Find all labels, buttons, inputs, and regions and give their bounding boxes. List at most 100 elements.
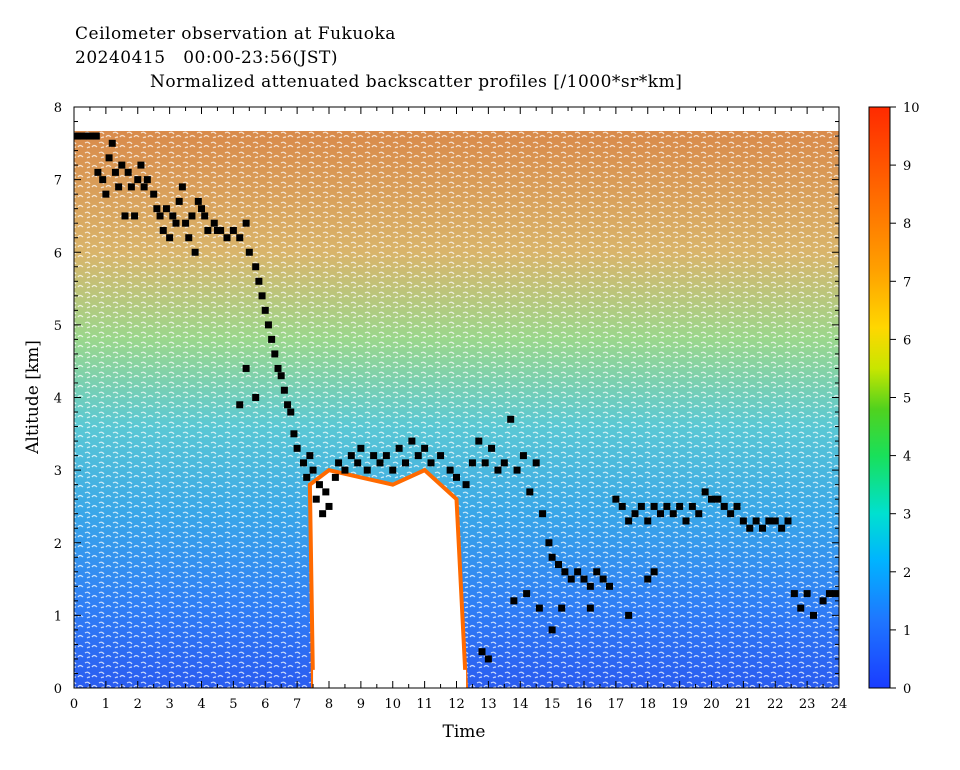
cloud-base-marker — [111, 168, 119, 176]
cloud-base-marker — [437, 452, 445, 460]
cloud-base-marker — [832, 590, 840, 598]
cloud-base-marker — [274, 364, 282, 372]
cloud-base-marker — [650, 502, 658, 510]
x-tick-label: 13 — [480, 697, 497, 712]
colorbar-tick-label: 2 — [903, 566, 911, 581]
cloud-base-marker — [625, 611, 633, 619]
x-tick-label: 10 — [384, 697, 401, 712]
cloud-base-marker — [427, 459, 435, 467]
cloud-base-marker — [137, 161, 145, 169]
cloud-base-marker — [194, 197, 202, 205]
cloud-base-marker — [545, 539, 553, 547]
cloud-base-marker — [612, 495, 620, 503]
cloud-base-marker — [714, 495, 722, 503]
cloud-base-marker — [510, 597, 518, 605]
y-tick-label: 5 — [54, 319, 62, 334]
cloud-base-marker — [284, 401, 292, 409]
cloud-base-marker — [682, 517, 690, 525]
cloud-base-marker — [395, 444, 403, 452]
cloud-base-marker — [217, 226, 225, 234]
x-tick-label: 23 — [799, 697, 816, 712]
x-tick-label: 11 — [416, 697, 433, 712]
cloud-base-marker — [453, 473, 460, 481]
cloud-base-marker — [586, 582, 594, 590]
cloud-base-marker — [134, 176, 142, 184]
cloud-base-marker — [663, 502, 671, 510]
cloud-base-marker — [771, 517, 779, 525]
cloud-base-marker — [252, 394, 260, 401]
cloud-base-marker — [322, 488, 330, 496]
cloud-base-marker — [484, 655, 492, 663]
cloud-base-marker — [80, 132, 88, 140]
chart-title-station: Ceilometer observation at Fukuoka — [75, 24, 396, 44]
cloud-base-marker — [287, 408, 295, 416]
cloud-base-marker — [255, 277, 263, 285]
axes: 0 1 2 3 4 5 6 7 8 9 10 11 12 13 14 15 16 17 18 19 20 21 22 23 24… — [54, 101, 848, 712]
cloud-base-marker — [124, 168, 132, 176]
cloud-base-marker — [261, 306, 269, 314]
cloud-base-marker — [198, 205, 205, 213]
cloud-base-marker — [86, 132, 94, 140]
cloud-base-marker — [290, 430, 298, 438]
x-tick-label: 22 — [767, 697, 784, 712]
cloud-base-marker — [242, 219, 250, 227]
cloud-base-marker — [271, 350, 279, 358]
y-tick-label: 7 — [54, 174, 62, 189]
cloud-base-marker — [701, 488, 709, 496]
cloud-base-marker — [784, 517, 792, 525]
cloud-base-marker — [166, 234, 174, 242]
x-tick-label: 16 — [576, 697, 593, 712]
x-tick-label: 0 — [70, 697, 78, 712]
cloud-base-marker — [637, 502, 645, 510]
cloud-base-marker — [335, 459, 343, 467]
cloud-base-marker — [153, 205, 161, 213]
cloud-base-marker — [94, 168, 102, 176]
cloud-base-marker — [513, 466, 521, 474]
cloud-base-marker — [606, 582, 613, 590]
cloud-base-marker — [548, 553, 556, 561]
cloud-base-marker — [746, 524, 754, 532]
cloud-base-marker — [131, 212, 139, 220]
cloud-base-marker — [150, 190, 158, 198]
cloud-base-marker — [169, 212, 177, 220]
cloud-base-marker — [236, 234, 244, 242]
cloud-base-marker — [657, 510, 664, 518]
y-tick-label: 8 — [54, 101, 62, 116]
cloud-base-marker — [354, 459, 362, 467]
cloud-base-marker — [481, 459, 489, 467]
backscatter-heatmap — [74, 107, 839, 688]
cloud-base-marker — [446, 466, 454, 474]
colorbar-tick-label: 5 — [903, 392, 911, 407]
colorbar-tick-label: 6 — [903, 333, 911, 348]
cloud-base-marker — [539, 510, 547, 518]
cloud-base-marker — [475, 437, 483, 445]
cloud-base-marker — [229, 226, 237, 234]
cloud-base-marker — [175, 197, 183, 205]
y-tick-label: 3 — [54, 464, 62, 479]
cloud-base-marker — [555, 561, 562, 569]
cloud-base-marker — [695, 510, 703, 518]
cloud-base-marker — [526, 488, 534, 496]
cloud-base-marker — [108, 139, 116, 147]
cloud-base-marker — [376, 459, 384, 467]
cloud-base-marker — [102, 190, 110, 198]
cloud-base-marker — [532, 459, 540, 467]
chart-title-quantity: Normalized attenuated backscatter profil… — [150, 72, 683, 92]
cloud-base-marker — [618, 502, 626, 510]
y-tick-label: 2 — [54, 537, 62, 552]
cloud-base-markers — [73, 132, 840, 663]
cloud-base-marker — [468, 459, 476, 467]
colorbar — [868, 106, 891, 689]
x-tick-label: 9 — [357, 697, 365, 712]
cloud-base-marker — [825, 590, 833, 598]
cloud-base-marker — [325, 502, 333, 510]
cloud-base-marker — [156, 212, 164, 220]
cloud-base-marker — [414, 452, 422, 460]
cloud-base-marker — [331, 473, 339, 481]
cloud-base-marker — [567, 575, 575, 583]
cloud-base-marker — [810, 611, 817, 619]
x-tick-label: 3 — [165, 697, 173, 712]
x-tick-label: 1 — [102, 697, 110, 712]
colorbar-tick-label: 9 — [903, 159, 911, 174]
cloud-base-marker — [357, 444, 365, 452]
